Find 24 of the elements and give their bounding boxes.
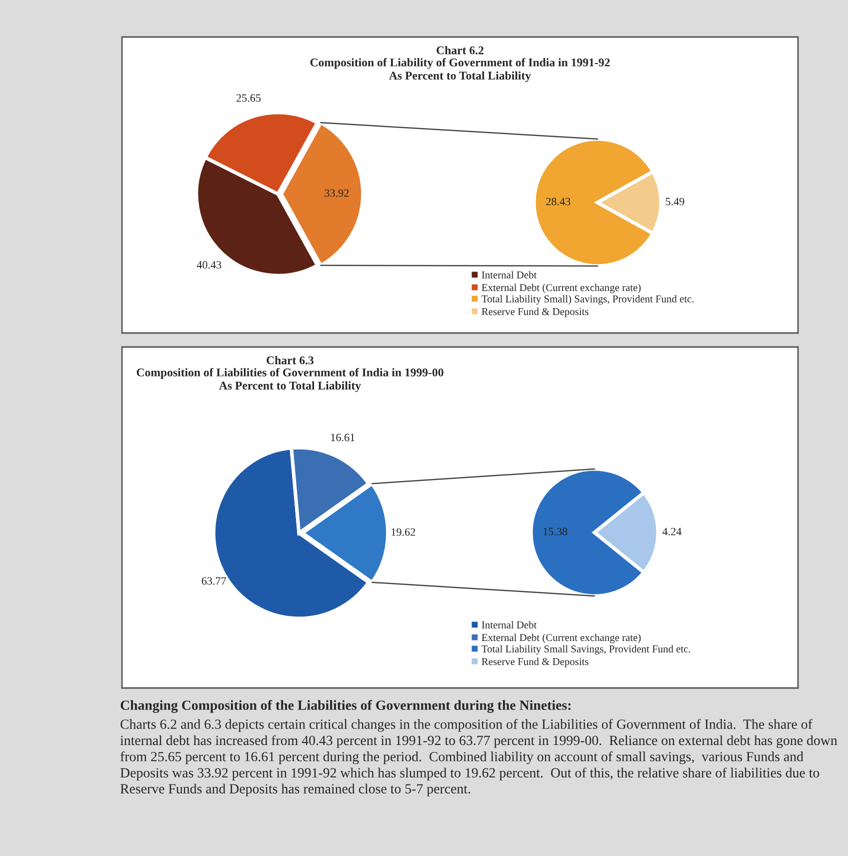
data-label: 40.43 [196,261,222,269]
legend-label: Reserve Fund & Deposits [482,658,588,668]
text: Changing Composition of the Liabilities of Government during the Nineties: [120,700,571,713]
text: Charts 6.2 and 6.3 depicts certain critical changes in the composition of the Liabilities of Government of India. The share of internal debt has increased from 40.43 percent in 1991-92 to 63.77 percent in 1999-00. Reliance on external debt has gone down from 25.65 percent to 16.61 percent during the period. Combined liability on account of small savings, various Funds and Deposits was 33.92 percent in 1991-92 which has slumped to 19.62 percent. Out of this, the relative share of liabilities due to Reserve Funds and Deposits has remained close to 5-7 percent. [120,719,838,796]
legend-label: Internal Debt [482,271,537,278]
chart-title: Chart 6.2 [436,46,484,54]
chart-title: Chart 6.3 [266,356,314,364]
legend-label: External Debt (Current exchange rate) [482,634,641,644]
data-label: 4.24 [662,528,682,536]
data-label: 63.77 [202,577,226,585]
slice-label: Total Liability Small Savings, Provident Fund etc. [482,645,690,655]
legend-label: External Debt (Current exchange rate) [482,284,641,294]
chart-subtitle: Composition of Liability of Government of India in 1991-92 As Percent to Total Liability [310,58,610,82]
data-label: 16.61 [331,434,355,442]
data-label: 15.38 [544,528,568,536]
data-label: 19.62 [392,528,416,536]
legend-label: Reserve Fund & Deposits [482,308,588,318]
data-label: 5.49 [666,198,684,206]
data-label: 33.92 [324,189,349,197]
chart-subtitle: Composition of Liabilities of Government of India in 1999-00 As Percent to Total Liability [136,368,444,392]
data-label: 25.65 [236,94,261,102]
data-label: 28.43 [546,198,570,206]
legend-label: Internal Debt [482,621,537,628]
legend-label: Total Liability Small) Savings, Provident Fund etc. [482,295,694,305]
